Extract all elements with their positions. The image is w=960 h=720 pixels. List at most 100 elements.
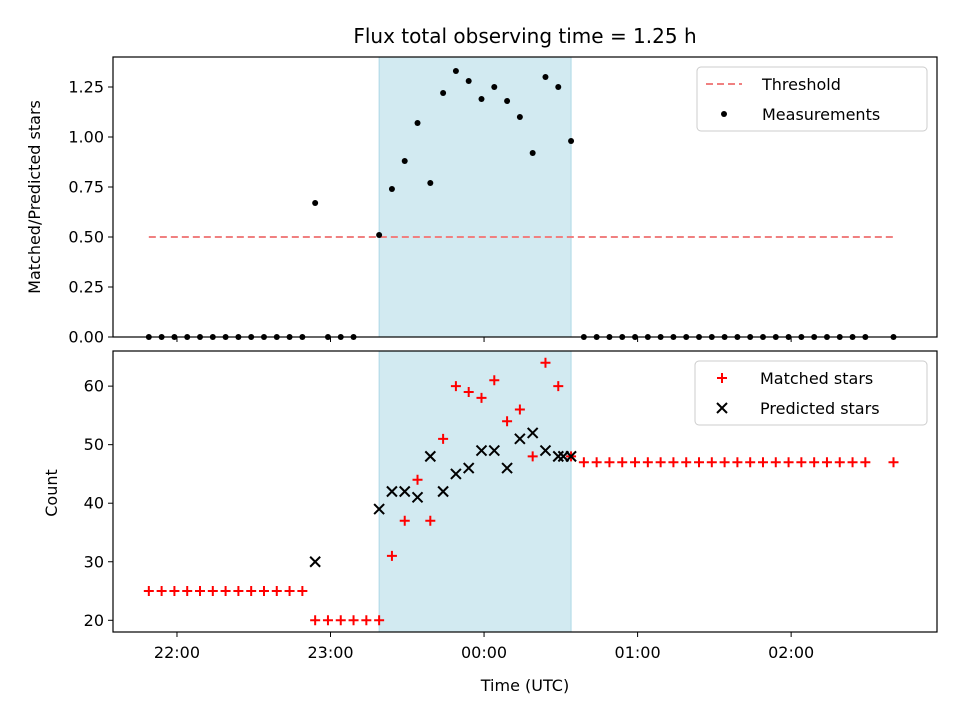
legend-box [694, 360, 928, 426]
y-tick-label: 1.00 [68, 128, 104, 147]
matched-stars-point [732, 457, 743, 468]
y-tick-label: 1.25 [68, 78, 104, 97]
matched-stars-point [745, 457, 756, 468]
matched-stars-point [681, 457, 692, 468]
predicted-stars-point [539, 444, 552, 457]
predicted-stars-point [309, 556, 321, 568]
y-tick-label: 30 [84, 552, 104, 571]
y-tick-label: 60 [84, 377, 104, 396]
matched-stars-point [706, 457, 717, 468]
measurements-point [504, 98, 511, 104]
matched-stars-point [335, 615, 346, 626]
predicted-stars-point [462, 462, 475, 474]
predicted-stars-point [514, 433, 526, 445]
predicted-stars-point [437, 485, 449, 498]
measurements-point [568, 138, 575, 144]
matched-stars-point [386, 550, 397, 561]
highlight-span [378, 56, 572, 338]
y-tick-label: 50 [84, 435, 104, 454]
matched-stars-point [617, 457, 628, 468]
matched-stars-point [297, 586, 308, 597]
predicted-stars-point [552, 450, 564, 463]
measurements-point [427, 180, 434, 186]
matched-stars-point [604, 457, 615, 468]
matched-stars-point [796, 457, 807, 468]
x-tick-label: 23:00 [307, 643, 353, 662]
y-tick-label: 0.50 [68, 228, 104, 247]
measurements-point [312, 200, 319, 206]
matched-stars-point [860, 457, 871, 468]
highlight-span [378, 350, 572, 633]
matched-stars-point [476, 392, 487, 403]
measurements-point [376, 232, 383, 238]
y-tick-label: 0.00 [68, 328, 104, 347]
matched-stars-point [770, 457, 781, 468]
matched-stars-point [322, 615, 333, 626]
matched-stars-point [578, 457, 589, 468]
matched-stars-point [284, 586, 295, 597]
predicted-stars-point [399, 485, 411, 498]
matched-stars-point [169, 586, 180, 597]
predicted-stars-point [373, 503, 385, 515]
matched-stars-point [834, 457, 845, 468]
matched-stars-point [233, 586, 244, 597]
matched-stars-point [655, 457, 666, 468]
matched-stars-point [489, 375, 500, 386]
x-tick-label: 22:00 [154, 643, 200, 662]
measurements-point [465, 78, 472, 84]
matched-stars-point [246, 586, 257, 597]
measurements-point [401, 158, 408, 164]
measurements-point [440, 90, 447, 96]
legend-label: Predicted stars [760, 399, 880, 418]
matched-stars-point [207, 586, 218, 597]
matched-stars-point [361, 615, 372, 626]
predicted-stars-point [386, 485, 398, 498]
y-tick-label: 20 [84, 611, 104, 630]
bottom-y-axis-label: Count [42, 469, 61, 517]
matched-stars-point [374, 615, 385, 626]
matched-stars-point [821, 457, 832, 468]
matched-stars-point [719, 457, 730, 468]
matched-stars-point [310, 615, 321, 626]
predicted-stars-point [450, 468, 462, 480]
x-axis-label: Time (UTC) [480, 676, 569, 695]
x-tick-label: 00:00 [461, 643, 507, 662]
top-y-axis-label: Matched/Predicted stars [25, 100, 44, 294]
predicted-stars-point [411, 491, 424, 504]
matched-stars-point [182, 586, 193, 597]
matched-stars-point [540, 357, 551, 368]
matched-stars-point [783, 457, 794, 468]
legend-box [696, 66, 928, 132]
matched-stars-point [642, 457, 653, 468]
legend-marker [717, 373, 727, 383]
predicted-stars-point [526, 427, 539, 439]
matched-stars-point [195, 586, 206, 597]
matched-stars-point [888, 457, 899, 468]
measurements-point [529, 150, 536, 156]
matched-stars-point [271, 586, 282, 597]
legend-label: Measurements [762, 105, 880, 124]
matched-stars-point [514, 404, 525, 415]
matched-stars-point [438, 433, 449, 444]
chart-title: Flux total observing time = 1.25 h [353, 24, 696, 48]
matched-stars-point [143, 586, 154, 597]
matched-stars-point [527, 451, 538, 462]
matched-stars-point [668, 457, 679, 468]
matched-stars-point [757, 457, 768, 468]
matched-stars-point [450, 381, 461, 392]
plot-frame [112, 350, 938, 633]
y-tick-label: 0.75 [68, 178, 104, 197]
x-tick-label: 02:00 [768, 643, 814, 662]
matched-stars-point [258, 586, 269, 597]
matched-stars-point [553, 381, 564, 392]
legend-label: Threshold [761, 75, 841, 94]
predicted-stars-point [565, 450, 577, 463]
predicted-stars-point [488, 444, 500, 457]
measurements-point [388, 186, 395, 192]
matched-stars-point [630, 457, 641, 468]
matched-stars-point [348, 615, 359, 626]
x-tick-label: 01:00 [615, 643, 661, 662]
measurements-point [491, 84, 498, 90]
measurements-point [478, 96, 485, 102]
